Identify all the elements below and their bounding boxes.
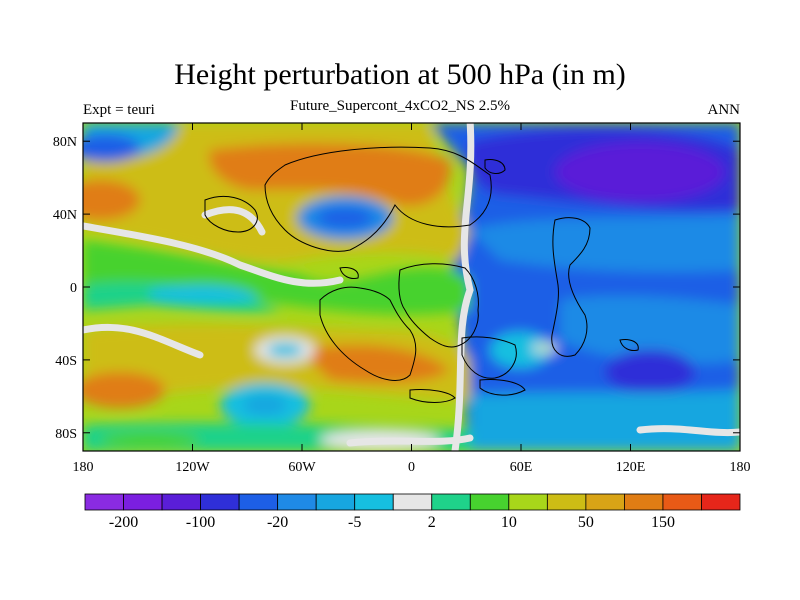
plot-title: Height perturbation at 500 hPa (in m) [174,58,626,91]
colorbar-swatch [238,493,279,511]
lon-tick-label: 180 [730,460,751,475]
colorbar-swatch [585,493,625,511]
lat-tick-label: 80S [55,427,77,442]
colorbar-label: -20 [267,514,288,531]
colorbar-label: 2 [428,514,436,531]
lat-tick-label: 0 [70,281,77,296]
colorbar-swatch [469,493,510,511]
lon-tick-label: 120E [616,460,646,475]
lat-tick-label: 80N [53,135,77,150]
colorbar-swatch [508,493,548,511]
colorbar: -200 -100 -20 -5 2 10 50 150 [84,493,741,531]
colorbar-swatch [123,493,163,511]
latitude-axis: 80N 40N 0 40S 80S [53,135,740,442]
colorbar-swatch [392,493,433,511]
colorbar-label: -100 [186,514,215,531]
colorbar-swatch [200,493,240,511]
colorbar-label: -200 [109,514,138,531]
longitude-axis: 180 120W 60W 0 60E 120E 180 [73,123,751,475]
lon-tick-label: 60E [510,460,533,475]
colorbar-swatch [546,493,587,511]
colorbar-swatch [315,493,356,511]
colorbar-swatch [701,493,741,511]
colorbar-label: 150 [651,514,675,531]
colorbar-label: 10 [501,514,517,531]
season-label: ANN [707,102,741,118]
colorbar-swatch [431,493,471,511]
plot-subtitle: Future_Supercont_4xCO2_NS 2.5% [290,98,510,114]
colorbar-swatch [161,493,201,511]
colorbar-swatch [624,493,664,511]
lon-tick-label: 120W [175,460,210,475]
experiment-label: Expt = teuri [83,102,155,118]
lon-tick-label: 180 [73,460,94,475]
lon-tick-label: 60W [288,460,316,475]
lat-tick-label: 40N [53,208,77,223]
coastlines [204,146,639,403]
colorbar-swatch [277,493,317,511]
lat-tick-label: 40S [55,354,77,369]
colorbar-swatch [662,493,702,511]
contour-field [83,123,740,451]
colorbar-swatch [84,493,124,511]
colorbar-swatch [354,493,394,511]
lon-tick-label: 0 [408,460,415,475]
colorbar-label: 50 [578,514,594,531]
colorbar-label: -5 [348,514,361,531]
